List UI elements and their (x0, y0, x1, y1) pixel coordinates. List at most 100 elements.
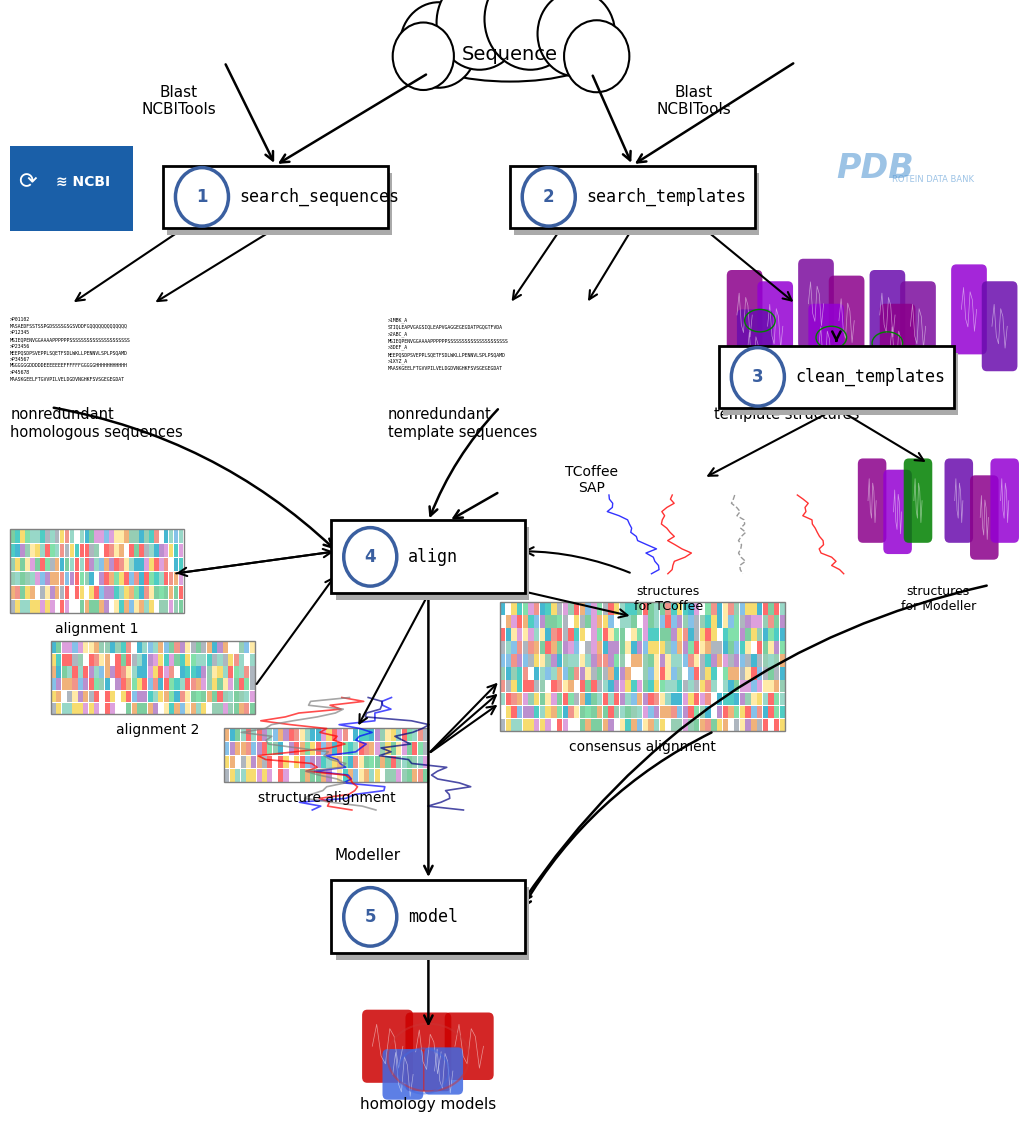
FancyBboxPatch shape (359, 729, 364, 741)
FancyBboxPatch shape (545, 706, 550, 718)
FancyBboxPatch shape (762, 681, 767, 693)
FancyBboxPatch shape (528, 603, 533, 614)
FancyBboxPatch shape (739, 603, 745, 614)
FancyBboxPatch shape (395, 770, 400, 782)
FancyBboxPatch shape (144, 572, 149, 585)
FancyBboxPatch shape (99, 678, 104, 690)
FancyBboxPatch shape (45, 572, 50, 585)
FancyBboxPatch shape (217, 691, 222, 702)
FancyBboxPatch shape (545, 667, 550, 680)
FancyBboxPatch shape (659, 681, 664, 693)
Text: homology models: homology models (360, 1097, 496, 1113)
FancyBboxPatch shape (779, 641, 785, 654)
FancyBboxPatch shape (734, 706, 739, 718)
FancyBboxPatch shape (35, 530, 40, 542)
FancyBboxPatch shape (574, 615, 579, 628)
FancyBboxPatch shape (104, 530, 109, 542)
FancyBboxPatch shape (636, 706, 642, 718)
FancyBboxPatch shape (288, 742, 293, 755)
FancyBboxPatch shape (750, 615, 756, 628)
FancyBboxPatch shape (585, 693, 590, 705)
FancyBboxPatch shape (364, 756, 369, 768)
FancyBboxPatch shape (534, 719, 539, 731)
FancyBboxPatch shape (767, 629, 773, 641)
FancyBboxPatch shape (511, 629, 517, 641)
FancyBboxPatch shape (750, 706, 756, 718)
FancyBboxPatch shape (745, 719, 750, 731)
FancyBboxPatch shape (154, 558, 158, 570)
FancyBboxPatch shape (164, 558, 168, 570)
FancyBboxPatch shape (300, 756, 305, 768)
FancyBboxPatch shape (653, 615, 659, 628)
FancyBboxPatch shape (636, 655, 642, 666)
FancyBboxPatch shape (169, 666, 174, 677)
FancyBboxPatch shape (77, 666, 83, 677)
FancyBboxPatch shape (710, 681, 716, 693)
FancyBboxPatch shape (517, 667, 522, 680)
FancyBboxPatch shape (591, 655, 596, 666)
FancyBboxPatch shape (62, 703, 67, 714)
FancyBboxPatch shape (728, 681, 733, 693)
FancyBboxPatch shape (10, 543, 15, 557)
FancyBboxPatch shape (212, 678, 217, 690)
FancyBboxPatch shape (222, 691, 227, 702)
FancyBboxPatch shape (773, 603, 779, 614)
FancyBboxPatch shape (879, 304, 915, 394)
FancyBboxPatch shape (539, 681, 545, 693)
FancyBboxPatch shape (110, 642, 115, 654)
FancyBboxPatch shape (207, 678, 212, 690)
FancyBboxPatch shape (144, 543, 149, 557)
FancyBboxPatch shape (412, 756, 417, 768)
FancyBboxPatch shape (105, 654, 110, 666)
FancyBboxPatch shape (124, 600, 128, 613)
FancyBboxPatch shape (728, 615, 733, 628)
FancyBboxPatch shape (51, 642, 56, 654)
FancyBboxPatch shape (114, 572, 119, 585)
FancyBboxPatch shape (120, 666, 125, 677)
FancyBboxPatch shape (89, 654, 94, 666)
FancyBboxPatch shape (642, 655, 647, 666)
FancyBboxPatch shape (148, 691, 153, 702)
FancyBboxPatch shape (77, 642, 83, 654)
FancyBboxPatch shape (550, 681, 556, 693)
FancyBboxPatch shape (174, 654, 179, 666)
FancyBboxPatch shape (72, 678, 77, 690)
FancyBboxPatch shape (739, 681, 745, 693)
FancyBboxPatch shape (95, 558, 99, 570)
FancyBboxPatch shape (10, 600, 15, 613)
FancyBboxPatch shape (233, 654, 238, 666)
FancyBboxPatch shape (178, 586, 183, 598)
FancyBboxPatch shape (407, 742, 412, 755)
FancyBboxPatch shape (207, 642, 212, 654)
FancyBboxPatch shape (620, 615, 625, 628)
FancyBboxPatch shape (222, 654, 227, 666)
FancyBboxPatch shape (579, 693, 585, 705)
FancyBboxPatch shape (659, 615, 664, 628)
FancyBboxPatch shape (607, 641, 613, 654)
Text: Blast
NCBITools: Blast NCBITools (655, 86, 731, 117)
FancyBboxPatch shape (364, 729, 369, 741)
FancyBboxPatch shape (326, 770, 331, 782)
FancyBboxPatch shape (158, 691, 163, 702)
FancyBboxPatch shape (251, 729, 256, 741)
FancyBboxPatch shape (585, 655, 590, 666)
FancyBboxPatch shape (380, 742, 385, 755)
FancyBboxPatch shape (762, 693, 767, 705)
FancyBboxPatch shape (522, 603, 528, 614)
FancyBboxPatch shape (682, 655, 688, 666)
FancyBboxPatch shape (222, 642, 227, 654)
FancyBboxPatch shape (739, 629, 745, 641)
FancyBboxPatch shape (721, 706, 728, 718)
FancyBboxPatch shape (131, 703, 137, 714)
FancyBboxPatch shape (539, 706, 545, 718)
FancyBboxPatch shape (124, 530, 128, 542)
FancyBboxPatch shape (90, 600, 94, 613)
FancyBboxPatch shape (257, 770, 262, 782)
FancyBboxPatch shape (591, 629, 596, 641)
FancyBboxPatch shape (390, 770, 395, 782)
FancyBboxPatch shape (178, 543, 183, 557)
FancyBboxPatch shape (185, 642, 191, 654)
FancyBboxPatch shape (94, 703, 99, 714)
Text: consensus alignment: consensus alignment (569, 740, 715, 754)
FancyBboxPatch shape (613, 693, 619, 705)
